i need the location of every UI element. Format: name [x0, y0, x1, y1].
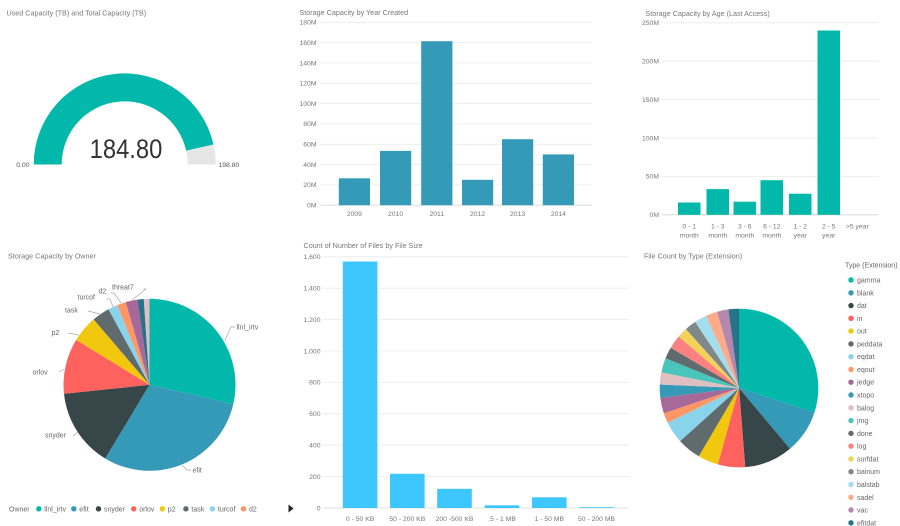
svg-text:surfdat: surfdat	[857, 456, 878, 463]
svg-text:snyder: snyder	[104, 506, 126, 513]
svg-text:60M: 60M	[303, 142, 317, 149]
svg-text:peddata: peddata	[857, 341, 882, 348]
svg-text:0 - 50 KB: 0 - 50 KB	[346, 516, 375, 523]
svg-text:threat7: threat7	[112, 285, 134, 292]
svg-text:2011: 2011	[429, 211, 444, 218]
svg-text:2009: 2009	[347, 211, 362, 218]
svg-text:Storage Capacity by Age (Last: Storage Capacity by Age (Last Access)	[646, 9, 770, 18]
svg-text:p2: p2	[168, 506, 176, 513]
svg-text:0 - 1: 0 - 1	[682, 223, 696, 230]
svg-text:1,200: 1,200	[303, 317, 320, 324]
svg-text:0M: 0M	[307, 203, 317, 210]
svg-text:year: year	[822, 233, 836, 240]
svg-text:2014: 2014	[551, 211, 566, 218]
svg-text:task: task	[65, 308, 78, 315]
svg-text:198.80: 198.80	[219, 162, 240, 169]
svg-text:1 - 3: 1 - 3	[711, 223, 725, 230]
svg-text:20M: 20M	[303, 182, 317, 189]
svg-text:0M: 0M	[650, 212, 660, 219]
svg-text:done: done	[857, 431, 873, 438]
svg-text:.5 - 1 MB: .5 - 1 MB	[488, 516, 516, 523]
svg-text:120M: 120M	[299, 81, 316, 88]
svg-text:gamma: gamma	[857, 278, 880, 285]
svg-text:llnl_irtv: llnl_irtv	[44, 506, 66, 513]
svg-text:400: 400	[309, 443, 321, 450]
svg-text:1,600: 1,600	[303, 254, 320, 261]
svg-text:100M: 100M	[299, 101, 316, 108]
svg-text:out: out	[857, 329, 867, 336]
svg-text:1,400: 1,400	[303, 286, 320, 293]
svg-text:eqout: eqout	[857, 367, 875, 374]
svg-text:balstab: balstab	[857, 482, 880, 489]
svg-text:blank: blank	[857, 290, 874, 297]
svg-text:150M: 150M	[642, 97, 659, 104]
svg-text:d2: d2	[99, 289, 107, 296]
svg-text:0: 0	[317, 505, 321, 512]
svg-text:d2: d2	[249, 506, 257, 513]
svg-text:Owner: Owner	[9, 506, 30, 513]
svg-text:month: month	[708, 233, 727, 240]
svg-text:200 -500 KB: 200 -500 KB	[436, 516, 474, 523]
svg-text:Type (Extension): Type (Extension)	[845, 263, 898, 270]
svg-text:task: task	[191, 506, 204, 513]
svg-text:snyder: snyder	[45, 433, 67, 440]
svg-text:>5 year: >5 year	[846, 223, 870, 230]
svg-text:3 - 6: 3 - 6	[738, 223, 752, 230]
svg-text:vac: vac	[857, 508, 868, 515]
svg-text:600: 600	[309, 411, 321, 418]
svg-text:160M: 160M	[299, 40, 316, 47]
svg-text:month: month	[735, 233, 754, 240]
svg-text:year: year	[794, 233, 808, 240]
svg-text:2010: 2010	[388, 211, 403, 218]
svg-text:turcof: turcof	[78, 295, 96, 302]
svg-text:xtopo: xtopo	[857, 393, 874, 400]
svg-text:month: month	[680, 233, 699, 240]
svg-text:1,000: 1,000	[303, 348, 320, 355]
svg-text:efit: efit	[193, 468, 202, 475]
svg-text:2013: 2013	[510, 211, 525, 218]
svg-text:in: in	[857, 316, 863, 323]
svg-text:Storage Capacity by Year Creat: Storage Capacity by Year Created	[300, 8, 409, 17]
svg-text:200: 200	[309, 474, 321, 481]
svg-text:180M: 180M	[299, 20, 316, 27]
svg-text:1 - 50 MB: 1 - 50 MB	[535, 516, 565, 523]
svg-text:50M: 50M	[646, 174, 660, 181]
svg-text:800: 800	[309, 380, 321, 387]
svg-text:250M: 250M	[642, 20, 659, 27]
svg-text:50 - 200 KB: 50 - 200 KB	[389, 516, 425, 523]
svg-text:turcof: turcof	[218, 506, 236, 513]
svg-text:40M: 40M	[303, 162, 317, 169]
svg-text:Storage Capacity by Owner: Storage Capacity by Owner	[8, 252, 96, 261]
svg-text:File Count by Type (Extension): File Count by Type (Extension)	[644, 252, 742, 261]
svg-text:jmg: jmg	[856, 418, 868, 425]
svg-text:eqdat: eqdat	[857, 354, 875, 361]
svg-text:efit: efit	[79, 506, 88, 513]
svg-text:bainum: bainum	[857, 469, 880, 476]
svg-text:184.80: 184.80	[90, 135, 163, 165]
svg-text:2 - 5: 2 - 5	[822, 223, 836, 230]
svg-text:efitdat: efitdat	[857, 520, 876, 526]
svg-text:50 - 200 MB: 50 - 200 MB	[578, 516, 615, 523]
svg-text:0.00: 0.00	[16, 162, 29, 169]
svg-text:orlov: orlov	[139, 506, 155, 513]
svg-text:1 - 2: 1 - 2	[793, 223, 807, 230]
svg-text:80M: 80M	[303, 121, 317, 128]
svg-text:100M: 100M	[642, 135, 659, 142]
svg-text:llnl_irtv: llnl_irtv	[237, 325, 259, 332]
svg-text:dat: dat	[857, 303, 867, 310]
svg-text:month: month	[762, 233, 781, 240]
svg-text:Count of Number of Files by Fi: Count of Number of Files by File Size	[304, 241, 423, 250]
svg-text:200M: 200M	[642, 59, 659, 66]
svg-text:sadel: sadel	[857, 495, 874, 502]
svg-text:Used Capacity (TB) and Total C: Used Capacity (TB) and Total Capacity (T…	[7, 9, 147, 18]
svg-text:log: log	[857, 444, 866, 451]
svg-text:orlov: orlov	[33, 370, 49, 377]
svg-text:jedge: jedge	[856, 380, 874, 387]
svg-text:p2: p2	[52, 330, 60, 337]
svg-text:2012: 2012	[470, 211, 485, 218]
svg-text:6 - 12: 6 - 12	[763, 223, 781, 230]
svg-text:balog: balog	[857, 405, 874, 412]
svg-text:140M: 140M	[299, 60, 316, 67]
